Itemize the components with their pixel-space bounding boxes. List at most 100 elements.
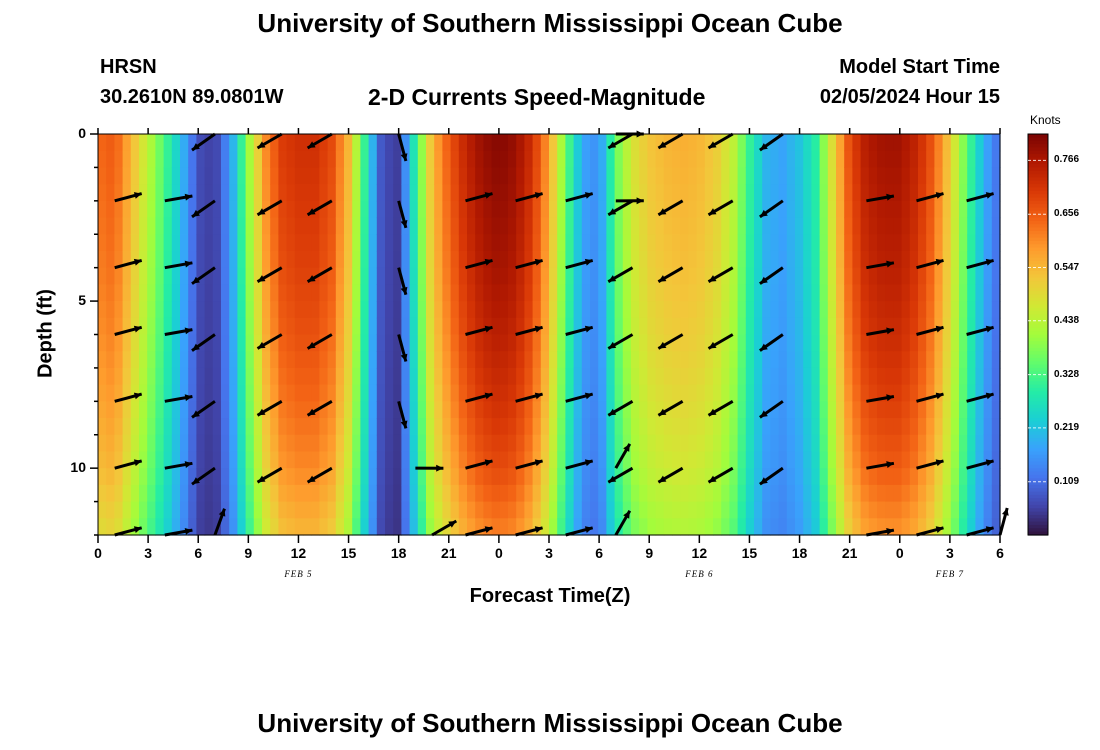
heatmap-cell (171, 284, 181, 302)
heatmap-cell (672, 234, 681, 252)
heatmap-cell (704, 200, 714, 219)
heatmap-cell (877, 367, 886, 386)
heatmap-cell (442, 234, 452, 252)
heatmap-cell (352, 367, 361, 386)
colorbar-band (1028, 494, 1048, 499)
heatmap-cell (950, 367, 960, 386)
heatmap-cell (713, 501, 722, 519)
heatmap-cell (401, 267, 411, 285)
colorbar-band (1028, 281, 1048, 285)
heatmap-cell (212, 217, 222, 235)
heatmap-cell (688, 284, 698, 302)
heatmap-cell (647, 234, 657, 252)
heatmap-cell (918, 200, 927, 219)
heatmap-cell (557, 501, 566, 519)
heatmap-cell (98, 150, 107, 169)
heatmap-cell (991, 401, 1001, 419)
colorbar-band (1028, 307, 1048, 312)
current-arrow (966, 526, 994, 537)
heatmap-cell (918, 150, 927, 169)
heatmap-cell (458, 434, 468, 453)
heatmap-cell (311, 518, 320, 536)
heatmap-cell (286, 317, 296, 336)
heatmap-cell (967, 150, 976, 169)
heatmap-cell (221, 418, 230, 436)
heatmap-cell (434, 501, 443, 519)
heatmap-cell (877, 468, 886, 486)
heatmap-cell (491, 184, 501, 202)
heatmap-cell (352, 284, 361, 302)
heatmap-cell (253, 317, 263, 336)
heatmap-cell (680, 284, 689, 302)
heatmap-cell (98, 317, 107, 336)
heatmap-cell (188, 217, 197, 235)
heatmap-cell (368, 401, 378, 419)
heatmap-cell (278, 317, 288, 336)
colorbar-band (1028, 277, 1048, 282)
heatmap-cell (786, 401, 796, 419)
heatmap-cell (549, 317, 558, 336)
heatmap-cell (130, 501, 140, 519)
heatmap-cell (508, 418, 517, 436)
heatmap-cell (335, 284, 345, 302)
heatmap-cell (918, 501, 927, 519)
heatmap-cell (286, 267, 296, 285)
heatmap-cell (811, 501, 821, 519)
heatmap-cell (278, 301, 288, 319)
heatmap-cell (212, 184, 222, 202)
heatmap-cell (458, 184, 468, 202)
heatmap-cell (467, 351, 476, 369)
heatmap-cell (614, 184, 624, 202)
heatmap-cell (278, 284, 288, 302)
colorbar-band (1028, 464, 1048, 469)
heatmap-cell (303, 418, 312, 436)
colorbar-band (1028, 381, 1048, 386)
heatmap-cell (212, 351, 222, 369)
heatmap-cell (942, 451, 952, 469)
heatmap-cell (942, 150, 952, 169)
heatmap-cell (770, 217, 780, 235)
heatmap-cell (237, 367, 247, 386)
arrow-head (534, 392, 543, 400)
current-arrow (657, 466, 684, 484)
heatmap-cell (721, 301, 730, 319)
heatmap-cell (622, 501, 632, 519)
heatmap-cell (901, 518, 911, 536)
heatmap-cell (352, 484, 361, 503)
heatmap-cell (147, 150, 156, 169)
arrow-head (658, 275, 667, 282)
heatmap-cell (385, 518, 394, 536)
colorbar-band (1028, 214, 1048, 219)
heatmap-cell (885, 468, 894, 486)
heatmap-cell (491, 367, 501, 386)
heatmap-cell (836, 334, 845, 352)
heatmap-cell (786, 367, 796, 386)
heatmap-cell (737, 518, 747, 536)
heatmap-cell (491, 317, 501, 336)
heatmap-cell (155, 284, 165, 302)
heatmap-cell (803, 484, 812, 503)
heatmap-cell (639, 468, 648, 486)
heatmap-cell (434, 184, 443, 202)
heatmap-cell (163, 150, 173, 169)
heatmap-cell (368, 284, 378, 302)
heatmap-cell (967, 351, 976, 369)
arrow-head (534, 258, 543, 266)
heatmap-cell (573, 418, 583, 436)
heatmap-cell (196, 150, 206, 169)
heatmap-cell (819, 250, 829, 269)
heatmap-cell (344, 334, 353, 352)
heatmap-cell (704, 301, 714, 319)
heatmap-cell (631, 200, 640, 219)
heatmap-cell (565, 434, 575, 453)
heatmap-cell (253, 200, 263, 219)
arrow-head (935, 258, 944, 266)
heatmap-cell (385, 284, 394, 302)
heatmap-cell (294, 317, 304, 336)
heatmap-cell (376, 200, 386, 219)
arrow-head (759, 343, 768, 351)
heatmap-cell (901, 150, 911, 169)
heatmap-cell (147, 267, 156, 285)
current-arrow (306, 132, 333, 150)
heatmap-cell (647, 468, 657, 486)
